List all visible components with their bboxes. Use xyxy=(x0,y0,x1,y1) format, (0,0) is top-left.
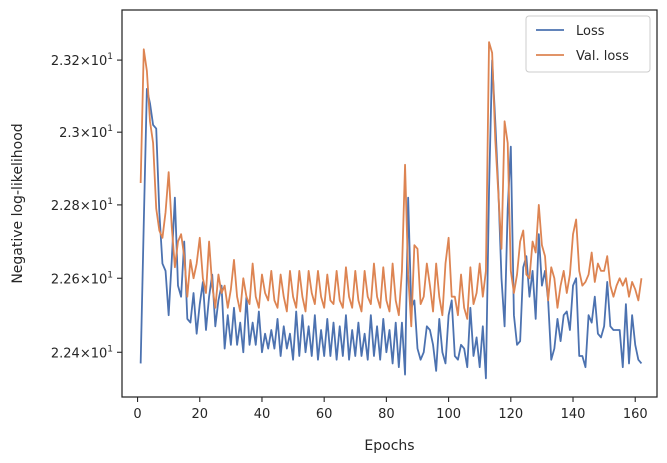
series-layer xyxy=(139,41,643,380)
legend-label-loss: Loss xyxy=(576,24,605,39)
y-tick-label: 2.3×101 xyxy=(59,124,113,141)
y-axis-label: Negative log-likelihood xyxy=(10,123,26,283)
plot-frame xyxy=(121,9,658,398)
series-line-loss xyxy=(139,59,643,380)
y-axis-ticks: 2.24×101 2.26×101 2.28×101 2.3×101 2.32×101 xyxy=(51,52,122,361)
y-tick-label: 2.24×101 xyxy=(51,344,113,361)
x-tick-label: 160 xyxy=(623,407,648,422)
x-tick-label: 80 xyxy=(378,407,395,422)
x-tick-label: 20 xyxy=(191,407,208,422)
y-tick-label: 2.32×101 xyxy=(51,52,113,69)
x-axis-label: Epochs xyxy=(364,438,414,454)
x-tick-label: 0 xyxy=(133,407,141,422)
legend-label-val-loss: Val. loss xyxy=(576,49,629,64)
x-tick-label: 40 xyxy=(254,407,271,422)
x-tick-label: 60 xyxy=(316,407,333,422)
y-tick-label: 2.26×101 xyxy=(51,270,113,287)
y-tick-label: 2.28×101 xyxy=(51,197,113,214)
x-tick-label: 120 xyxy=(498,407,523,422)
legend: Loss Val. loss xyxy=(525,15,651,73)
x-tick-label: 100 xyxy=(436,407,461,422)
series-line-val-loss xyxy=(139,41,643,328)
x-tick-label: 140 xyxy=(561,407,586,422)
x-axis-ticks: 0 20 40 60 80 100 120 140 160 xyxy=(133,397,648,422)
